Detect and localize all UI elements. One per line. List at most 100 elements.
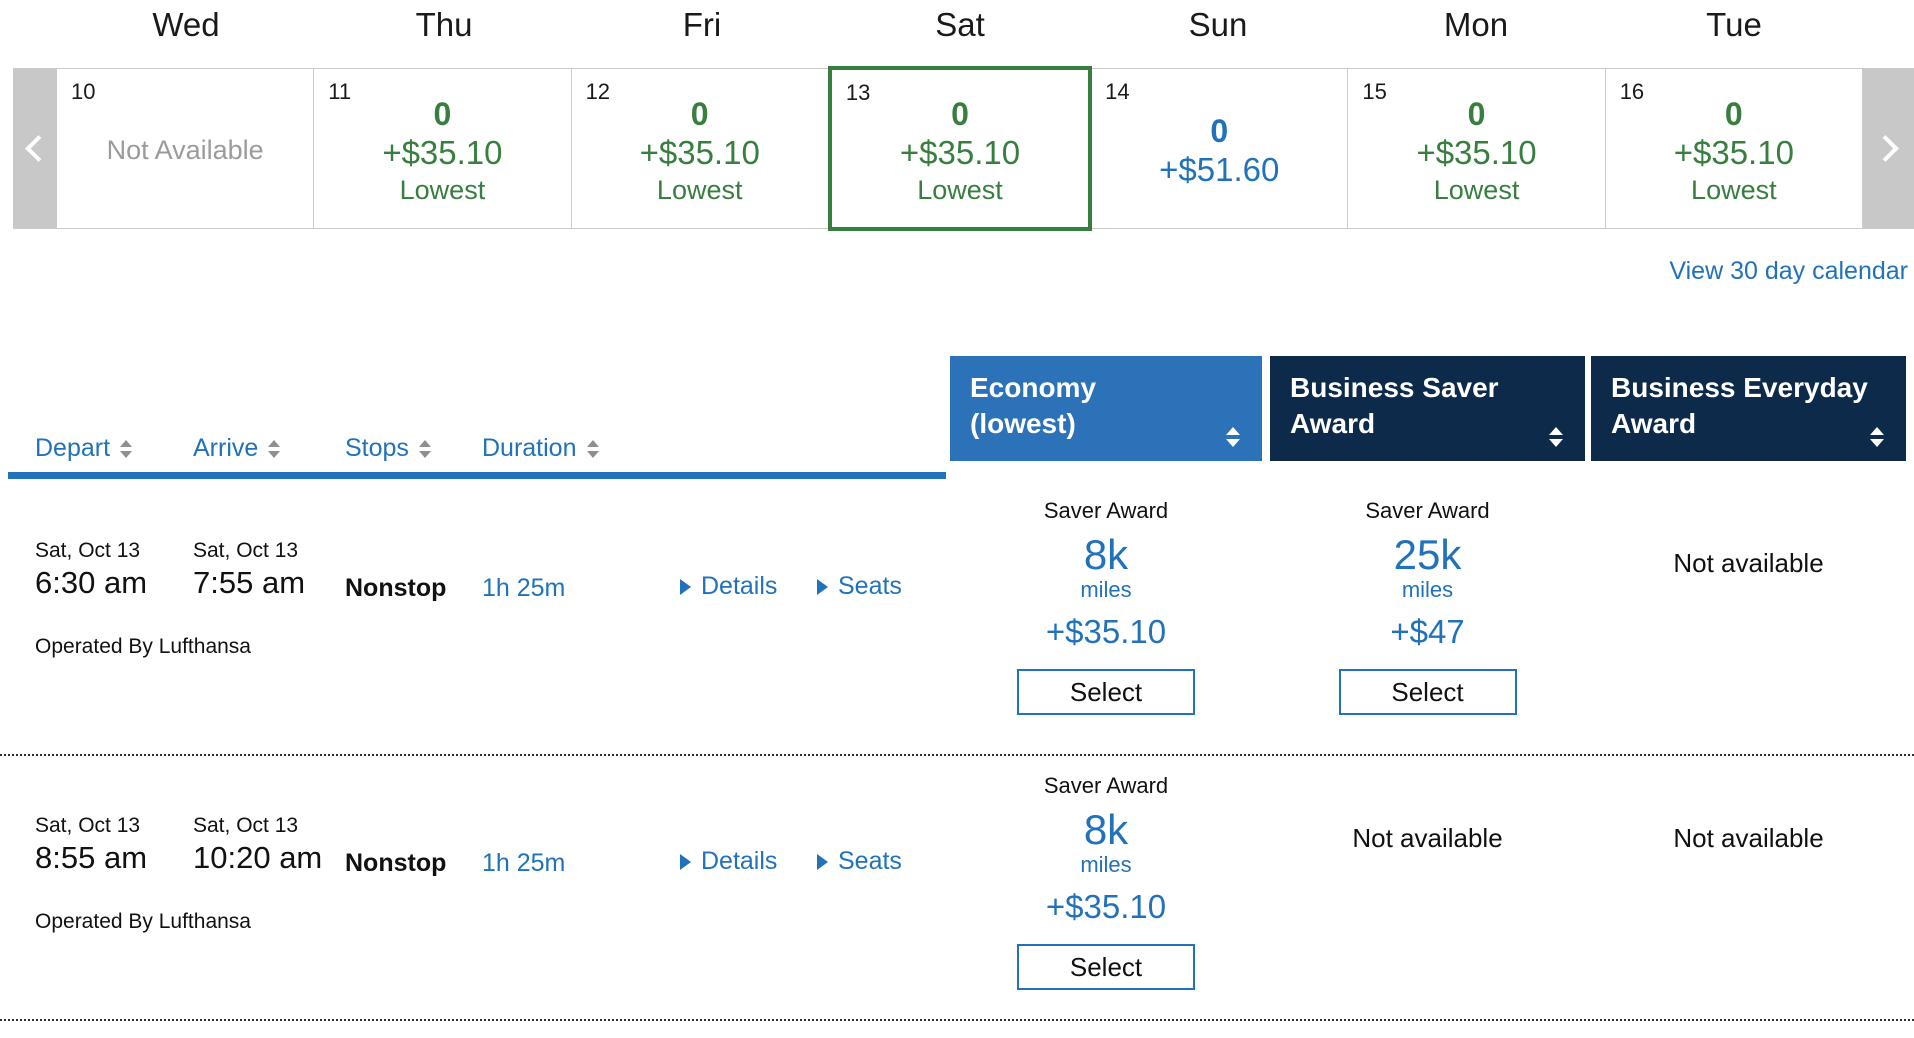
sort-label: Depart bbox=[35, 434, 111, 462]
sort-by-stops[interactable]: Stops bbox=[345, 434, 431, 463]
play-triangle-icon bbox=[680, 578, 691, 595]
details-link[interactable]: Details bbox=[680, 847, 777, 876]
business-everyday-fare-cell: Not available bbox=[1591, 498, 1906, 579]
play-triangle-icon bbox=[817, 853, 828, 870]
sort-icon bbox=[1549, 427, 1563, 447]
calendar-lowest-label: Lowest bbox=[399, 174, 486, 205]
duration-link[interactable]: 1h 25m bbox=[482, 574, 566, 602]
day-name: Mon bbox=[1443, 6, 1509, 43]
stops-value: Nonstop bbox=[345, 574, 447, 602]
sort-by-duration[interactable]: Duration bbox=[482, 434, 599, 463]
row-divider bbox=[0, 1019, 1914, 1021]
business-everyday-award-column-header[interactable]: Business Everyday Award bbox=[1591, 356, 1906, 461]
select-economy-button[interactable]: Select bbox=[1017, 944, 1195, 990]
arrive-date: Sat, Oct 13 bbox=[193, 539, 299, 562]
day-name: Fri bbox=[682, 6, 722, 43]
calendar-stop-count: 0 bbox=[951, 95, 969, 132]
business-everyday-fare-cell: Not available bbox=[1591, 773, 1906, 854]
select-economy-button[interactable]: Select bbox=[1017, 669, 1195, 715]
details-link[interactable]: Details bbox=[680, 572, 777, 601]
calendar-cell-body: 0 +$35.10 Lowest bbox=[1606, 69, 1862, 228]
details-label: Details bbox=[701, 572, 778, 600]
sort-by-depart[interactable]: Depart bbox=[35, 434, 133, 463]
calendar-lowest-label: Lowest bbox=[656, 174, 743, 205]
day-name: Tue bbox=[1706, 6, 1762, 43]
day-name: Wed bbox=[152, 6, 220, 43]
seats-label: Seats bbox=[838, 847, 902, 875]
award-type-label: Saver Award bbox=[1365, 498, 1490, 523]
calendar-stop-count: 0 bbox=[1210, 112, 1229, 149]
miles-unit: miles bbox=[1401, 577, 1454, 602]
not-available-label: Not available bbox=[1352, 823, 1503, 853]
view-30-day-calendar-link[interactable]: View 30 day calendar bbox=[1669, 257, 1908, 285]
calendar-day-cell[interactable]: 10 Not Available bbox=[57, 69, 315, 228]
previous-week-button[interactable] bbox=[13, 69, 57, 228]
calendar-day-cell[interactable]: 14 0 +$51.60 bbox=[1091, 69, 1349, 228]
calendar-date: 13 bbox=[845, 80, 871, 105]
select-business-saver-button[interactable]: Select bbox=[1338, 669, 1517, 715]
business-saver-award-column-header[interactable]: Business Saver Award bbox=[1270, 356, 1585, 461]
calendar-date: 11 bbox=[328, 79, 352, 104]
depart-time: 8:55 am bbox=[35, 840, 148, 875]
calendar-date: 16 bbox=[1619, 79, 1645, 104]
calendar-day-cell[interactable]: 11 0 +$35.10 Lowest bbox=[314, 69, 572, 228]
sort-icon bbox=[1870, 427, 1884, 447]
depart-date: Sat, Oct 13 bbox=[35, 539, 141, 562]
calendar-date: 12 bbox=[585, 79, 611, 104]
details-label: Details bbox=[701, 847, 778, 875]
seats-link[interactable]: Seats bbox=[817, 847, 902, 876]
calendar-cell-body: 0 +$35.10 Lowest bbox=[1348, 69, 1604, 228]
calendar-stop-count: 0 bbox=[1467, 95, 1486, 132]
calendar-stop-count: 0 bbox=[690, 95, 709, 132]
calendar-price: +$51.60 bbox=[1159, 150, 1280, 188]
column-header-line2: Award bbox=[1290, 408, 1376, 439]
play-triangle-icon bbox=[817, 578, 828, 595]
depart-cell: Sat, Oct 13 8:55 am bbox=[35, 814, 147, 876]
calendar-cell-body: Not Available bbox=[57, 69, 313, 228]
column-header-line1: Economy bbox=[970, 372, 1097, 403]
calendar-stop-count: 0 bbox=[1724, 95, 1743, 132]
header-underline-bar bbox=[8, 472, 946, 479]
calendar-price: +$35.10 bbox=[1673, 133, 1794, 171]
economy-fare-cell: Saver Award 8k miles +$35.10 Select bbox=[950, 498, 1262, 715]
fee-value: +$35.10 bbox=[1045, 613, 1167, 650]
calendar-stop-count: 0 bbox=[433, 95, 452, 132]
miles-unit: miles bbox=[1080, 577, 1132, 602]
seats-label: Seats bbox=[838, 572, 902, 600]
award-type-label: Saver Award bbox=[1043, 773, 1169, 798]
calendar-day-cell[interactable]: 16 0 +$35.10 Lowest bbox=[1605, 69, 1863, 228]
not-available-label: Not available bbox=[1673, 823, 1824, 853]
operated-by-label: Operated By Lufthansa bbox=[35, 635, 251, 658]
column-header-line1: Business Saver bbox=[1290, 372, 1499, 403]
row-divider bbox=[0, 754, 1914, 756]
day-name: Thu bbox=[415, 6, 473, 43]
duration-link[interactable]: 1h 25m bbox=[482, 849, 566, 877]
calendar-price: +$35.10 bbox=[899, 133, 1021, 171]
flight-result-row: Sat, Oct 13 8:55 am Sat, Oct 13 10:20 am… bbox=[0, 765, 1914, 1018]
column-header-line1: Business Everyday bbox=[1611, 372, 1868, 403]
sort-icon bbox=[268, 439, 281, 458]
sort-label: Stops bbox=[345, 434, 409, 462]
sort-by-arrive[interactable]: Arrive bbox=[193, 434, 281, 463]
calendar-day-cell-selected[interactable]: 13 0 +$35.10 Lowest bbox=[827, 66, 1093, 231]
calendar-day-cell[interactable]: 15 0 +$35.10 Lowest bbox=[1348, 69, 1606, 228]
depart-time: 6:30 am bbox=[35, 565, 148, 600]
day-name: Sat bbox=[935, 6, 985, 43]
next-week-button[interactable] bbox=[1862, 69, 1914, 228]
fee-value: +$47 bbox=[1390, 613, 1465, 650]
not-available-label: Not available bbox=[1673, 548, 1824, 578]
calendar-day-cell[interactable]: 12 0 +$35.10 Lowest bbox=[571, 69, 829, 228]
seats-link[interactable]: Seats bbox=[817, 572, 902, 601]
arrive-cell: Sat, Oct 13 10:20 am bbox=[193, 814, 322, 876]
business-saver-fare-cell: Not available bbox=[1270, 773, 1585, 854]
economy-column-header[interactable]: Economy (lowest) bbox=[950, 356, 1262, 461]
sort-icon bbox=[586, 439, 599, 458]
economy-fare-cell: Saver Award 8k miles +$35.10 Select bbox=[950, 773, 1262, 990]
sort-icon bbox=[418, 439, 431, 458]
calendar-day-names: Wed Thu Fri Sat Sun Mon Tue bbox=[57, 0, 1863, 62]
miles-value: 8k bbox=[1083, 531, 1129, 578]
arrive-time: 7:55 am bbox=[193, 565, 306, 600]
calendar-date: 15 bbox=[1362, 79, 1387, 104]
play-triangle-icon bbox=[680, 853, 691, 870]
